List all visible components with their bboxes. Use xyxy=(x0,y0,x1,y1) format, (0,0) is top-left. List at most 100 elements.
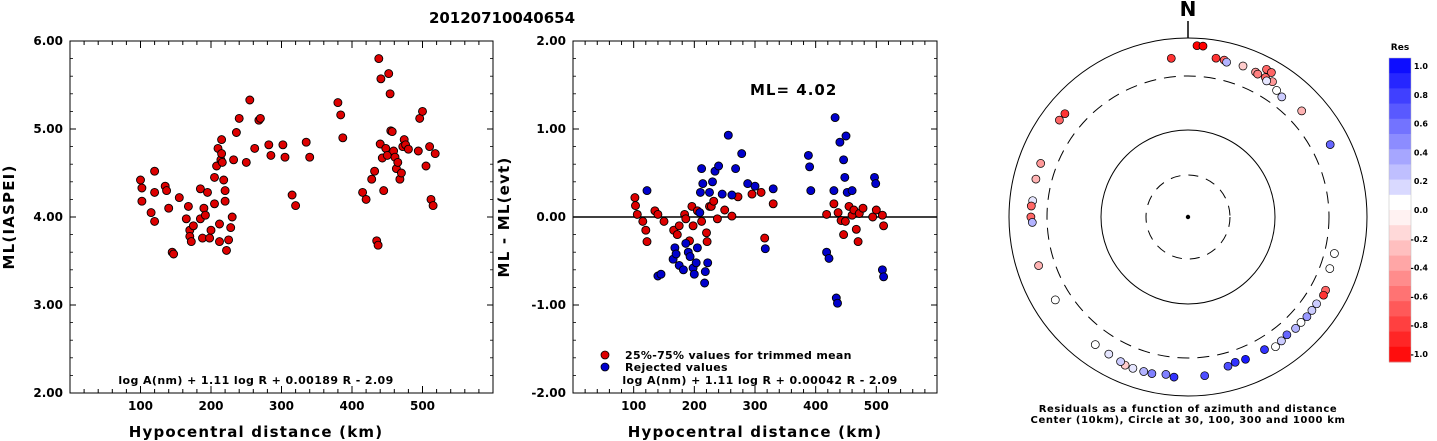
station-residual-point xyxy=(1090,340,1100,349)
rejected-point xyxy=(871,179,881,189)
colorbar-tick-label: 0.6 xyxy=(1414,120,1429,129)
trimmed-point xyxy=(853,237,863,247)
trimmed-point xyxy=(697,216,707,226)
data-point xyxy=(291,201,301,211)
x-tick-label: 300 xyxy=(269,399,294,413)
trimmed-point xyxy=(756,187,766,197)
rejected-point xyxy=(743,179,753,189)
trimmed-point xyxy=(877,210,887,220)
data-point xyxy=(418,106,427,116)
station-residual-point xyxy=(1222,57,1231,67)
trimmed-point xyxy=(833,208,843,218)
data-point xyxy=(379,186,389,196)
colorbar-tick-label: -0.6 xyxy=(1411,292,1429,301)
station-residual-point xyxy=(1271,342,1280,352)
trimmed-point xyxy=(712,214,722,224)
station-residual-point xyxy=(1036,159,1046,168)
trimmed-point xyxy=(851,224,861,234)
colorbar-tick-label: 1.0 xyxy=(1414,62,1429,71)
ml-annotation: ML= 4.02 xyxy=(750,81,837,99)
rejected-point xyxy=(700,267,710,277)
station-residual-point xyxy=(1200,371,1210,381)
colorbar-cell xyxy=(1389,164,1411,180)
data-point xyxy=(186,237,196,247)
data-point xyxy=(287,190,297,200)
rejected-point xyxy=(695,187,705,197)
trimmed-point xyxy=(822,209,832,219)
trimmed-point xyxy=(760,233,770,243)
data-point xyxy=(226,223,236,233)
data-point xyxy=(278,140,288,150)
legend-label-trimmed: 25%-75% values for trimmed mean xyxy=(625,349,852,362)
data-point xyxy=(206,225,216,235)
trimmed-point xyxy=(688,221,698,231)
station-residual-point xyxy=(1262,76,1271,86)
trimmed-point xyxy=(641,225,651,235)
colorbar-cell xyxy=(1389,179,1411,196)
epicenter-dot xyxy=(1185,214,1191,220)
trimmed-point xyxy=(702,237,712,247)
data-point xyxy=(146,208,156,218)
rejected-point xyxy=(803,150,813,160)
data-point xyxy=(393,157,403,167)
station-residual-point xyxy=(1238,61,1248,71)
data-point xyxy=(250,143,260,153)
station-residual-point xyxy=(1319,290,1328,300)
rejected-point xyxy=(847,186,857,196)
colorbar-cell xyxy=(1389,225,1411,241)
rejected-point xyxy=(727,190,737,200)
station-residual-point xyxy=(1291,324,1300,333)
x-tick-label: 200 xyxy=(682,399,707,413)
rejected-point xyxy=(750,181,760,191)
rejected-point xyxy=(700,278,710,288)
data-point xyxy=(301,137,311,147)
colorbar-tick-label: -0.4 xyxy=(1411,264,1429,273)
rejected-point xyxy=(656,269,666,279)
trimmed-point xyxy=(871,205,881,215)
colorbar-cell xyxy=(1389,316,1411,332)
x-tick-label: 500 xyxy=(864,399,889,413)
data-point xyxy=(220,196,230,206)
x-axis-label: Hypocentral distance (km) xyxy=(628,423,883,441)
x-tick-label: 100 xyxy=(621,399,646,413)
station-residual-point xyxy=(1325,264,1335,273)
data-point xyxy=(425,142,435,152)
data-point xyxy=(384,69,394,79)
trimmed-point xyxy=(674,221,684,231)
station-residual-point xyxy=(1128,363,1138,373)
rejected-point xyxy=(723,130,733,140)
rejected-point xyxy=(841,131,851,141)
y-tick-label: 2.00 xyxy=(536,34,566,48)
colorbar-tick-label: -1.0 xyxy=(1411,350,1429,359)
rejected-point xyxy=(714,161,724,171)
data-point xyxy=(181,214,191,224)
data-point xyxy=(217,149,227,159)
rejected-point xyxy=(697,164,707,174)
x-tick-label: 400 xyxy=(803,399,828,413)
colorbar-tick-label: 0.0 xyxy=(1414,206,1429,215)
station-residual-point xyxy=(1211,53,1221,63)
data-point xyxy=(413,146,423,156)
trimmed-point xyxy=(631,201,640,211)
trimmed-point xyxy=(839,230,849,240)
data-point xyxy=(217,157,227,167)
data-point xyxy=(367,174,377,184)
rejected-point xyxy=(760,244,770,254)
y-tick-label: -2.00 xyxy=(531,386,566,400)
trimmed-point xyxy=(672,230,682,240)
y-tick-label: 2.00 xyxy=(33,386,63,400)
data-point xyxy=(280,152,290,162)
colorbar-tick-label: 0.2 xyxy=(1414,177,1428,186)
y-tick-label: -1.00 xyxy=(531,298,566,312)
data-point xyxy=(264,140,274,150)
x-tick-label: 500 xyxy=(410,399,435,413)
rejected-point xyxy=(689,269,699,279)
data-point xyxy=(203,187,212,197)
data-point xyxy=(376,74,386,84)
data-point xyxy=(205,233,215,243)
rejected-point xyxy=(833,298,842,308)
rejected-point xyxy=(768,184,778,194)
station-residual-point xyxy=(1116,357,1125,366)
data-point xyxy=(210,172,219,182)
rejected-point xyxy=(678,265,688,275)
